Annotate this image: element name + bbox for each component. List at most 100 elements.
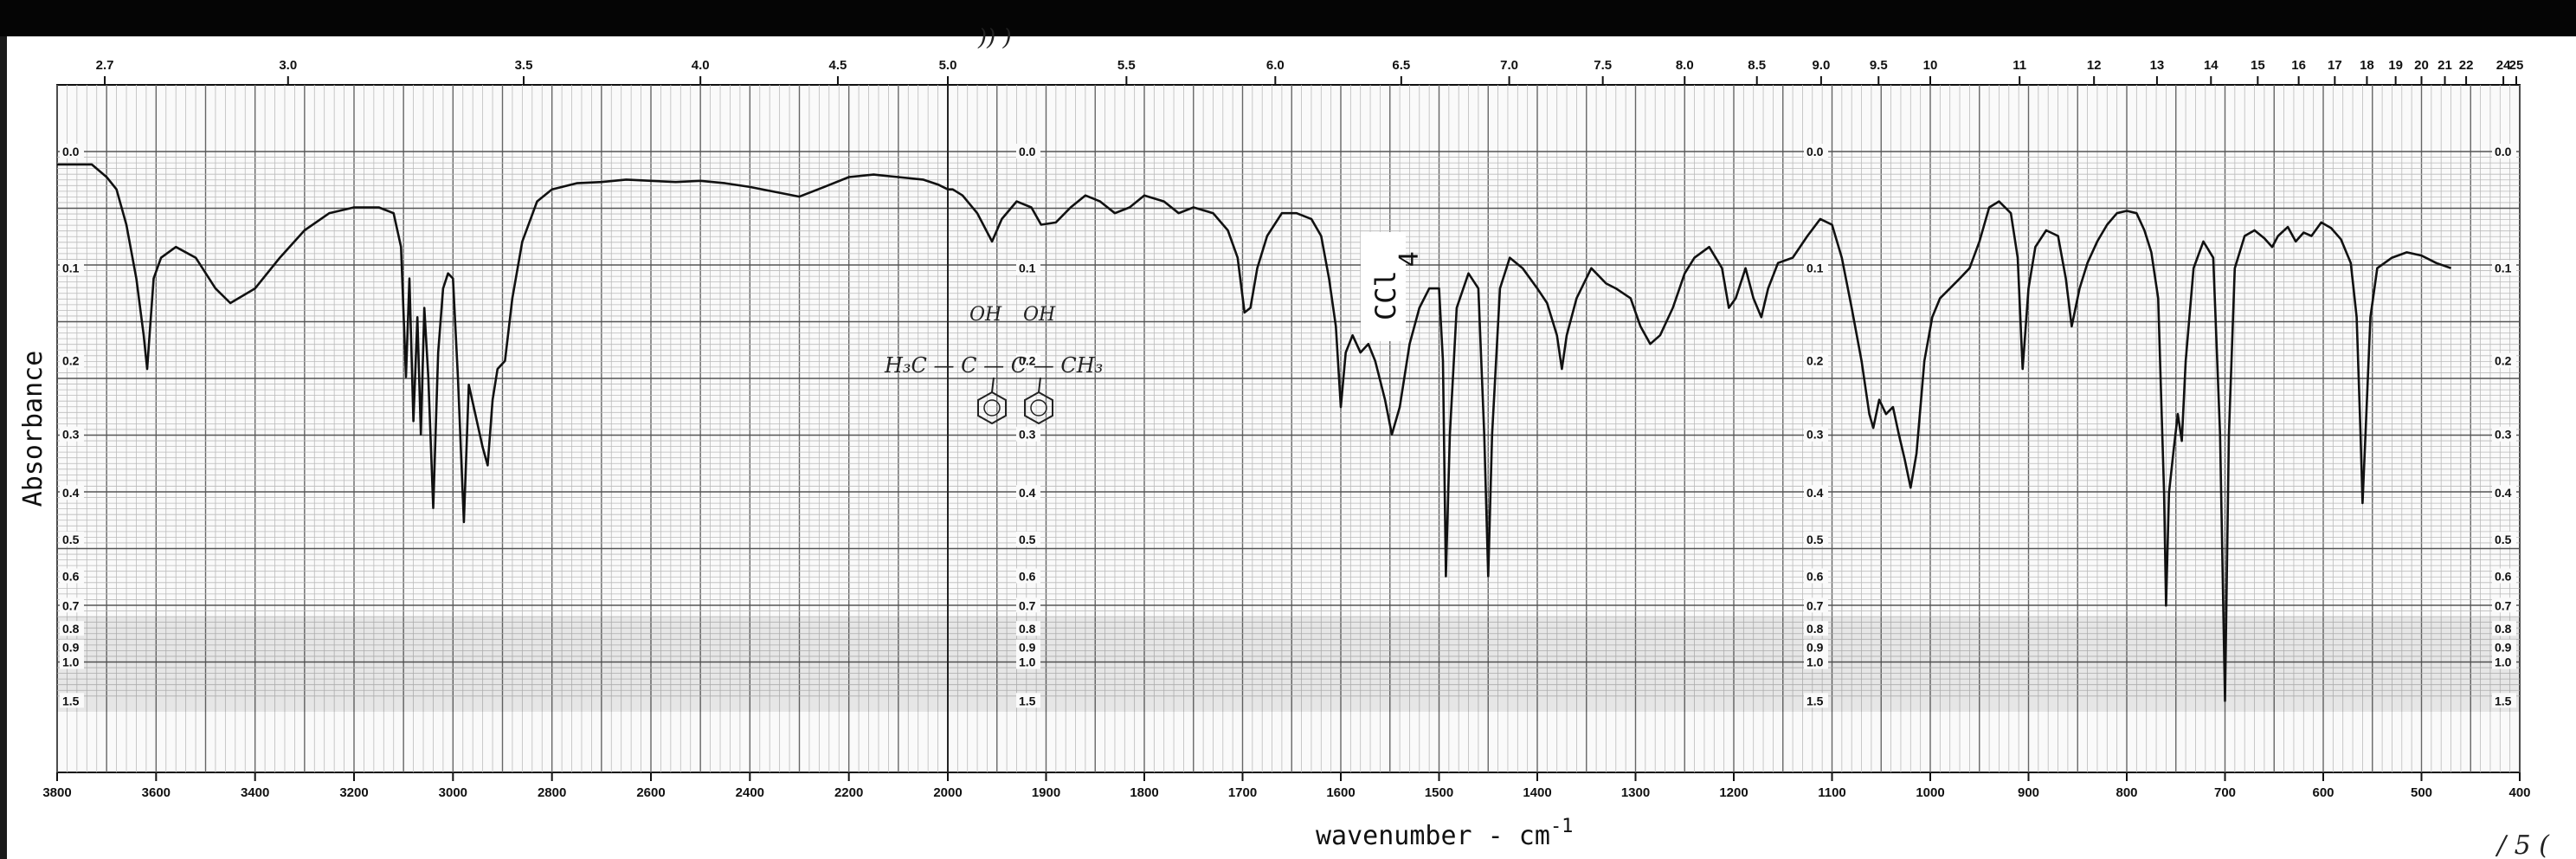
- absorbance-tick-label: 1.5: [1019, 694, 1036, 707]
- absorbance-tick-label: 0.1: [1019, 262, 1036, 275]
- micrometer-tick-label: 19: [2388, 58, 2403, 73]
- micrometer-tick-label: 9.5: [1870, 58, 1888, 73]
- left-scan-border: [0, 36, 7, 859]
- wavenumber-tick-label: 1000: [1916, 785, 1944, 800]
- corner-scrawl: / 5 (: [2495, 830, 2550, 859]
- absorbance-tick-label: 0.3: [1806, 428, 1824, 442]
- wavenumber-tick-label: 700: [2214, 785, 2236, 800]
- absorbance-tick-label: 1.5: [62, 694, 80, 707]
- absorbance-tick-label: 0.2: [2495, 354, 2512, 368]
- svg-text:H₃C — C — C — CH₃: H₃C — C — C — CH₃: [884, 353, 1103, 378]
- absorbance-tick-label: 1.5: [1806, 694, 1824, 707]
- svg-text:OH: OH: [969, 304, 1002, 326]
- absorbance-axis-mid: 0.0 0.1 0.2 0.3 0.4 0.5 0.6 0.7 0.8 0.91.0 1.5: [1016, 144, 1040, 708]
- chart-grid: [56, 85, 2521, 772]
- micrometer-tick-label: 25: [2509, 58, 2524, 73]
- absorbance-tick-label: 0.9: [2495, 641, 2512, 655]
- micrometer-tick-label: 8.0: [1676, 58, 1694, 73]
- wavenumber-tick-label: 1700: [1228, 785, 1257, 800]
- absorbance-tick-label: 0.4: [2495, 486, 2512, 500]
- handwritten-structure: OH OH H₃C — C — C — CH₃: [884, 304, 1103, 425]
- wavenumber-tick-label: 1500: [1425, 785, 1453, 800]
- micrometer-tick-label: 14: [2204, 58, 2219, 73]
- absorbance-axis-right: 0.0 0.1 0.2 0.3 0.4 0.5 0.6 0.7 0.8 0.91.0 1.5: [1804, 144, 1828, 708]
- absorbance-axis-far-right: 0.0 0.1 0.2 0.3 0.4 0.5 0.6 0.7 0.8 0.91.0 1.5: [2492, 144, 2516, 708]
- micrometer-tick-label: 24: [2496, 58, 2511, 73]
- absorbance-tick-label: 0.6: [2495, 569, 2512, 583]
- absorbance-tick-label: 0.4: [62, 486, 80, 500]
- absorbance-tick-label: 1.0: [1019, 656, 1036, 669]
- absorbance-tick-label: 0.6: [62, 569, 80, 583]
- absorbance-tick-label: 0.0: [62, 145, 80, 158]
- micrometer-tick-label: 13: [2150, 58, 2165, 73]
- micrometer-tick-label: 21: [2438, 58, 2452, 73]
- wavenumber-tick-label: 3600: [142, 785, 171, 800]
- micrometer-tick-label: 6.5: [1392, 58, 1410, 73]
- absorbance-tick-label: 0.0: [1806, 145, 1824, 158]
- micrometer-tick-label: 7.0: [1500, 58, 1518, 73]
- y-axis-title: Absorbance: [18, 351, 48, 507]
- absorbance-tick-label: 0.6: [1019, 569, 1036, 583]
- wavenumber-tick-label: 2600: [636, 785, 665, 800]
- wavenumber-tick-label: 1900: [1032, 785, 1060, 800]
- wavenumber-axis: 3800 3600 3400 3200 3000 2800 2600 2400 2200 2000…: [42, 772, 2531, 800]
- absorbance-tick-label: 1.5: [2495, 694, 2512, 707]
- absorbance-tick-label: 0.0: [1019, 145, 1036, 158]
- absorbance-tick-label: 0.3: [62, 428, 80, 442]
- absorbance-tick-label: 0.8: [1806, 622, 1824, 636]
- wavenumber-tick-label: 1200: [1719, 785, 1748, 800]
- phenyl-ring-2-aromatic: [1030, 399, 1047, 417]
- micrometer-tick-label: 8.5: [1748, 58, 1766, 73]
- micrometer-tick-label: 4.5: [829, 58, 847, 73]
- micrometer-tick-label: 7.5: [1594, 58, 1612, 73]
- micrometer-tick-label: 10: [1923, 58, 1938, 73]
- wavenumber-tick-label: 400: [2508, 785, 2530, 800]
- absorbance-axis-left: 0.0 0.1 0.2 0.3 0.4 0.5 0.6 0.7 0.8 0.91.0 1.5: [60, 144, 84, 708]
- wavenumber-tick-label: 1300: [1621, 785, 1650, 800]
- absorbance-tick-label: 1.0: [62, 656, 80, 669]
- absorbance-tick-label: 0.1: [62, 262, 80, 275]
- absorbance-tick-label: 0.3: [1019, 428, 1036, 442]
- wavenumber-tick-label: 2400: [736, 785, 764, 800]
- micrometer-axis: 2.7 3.0 3.5 4.0 4.5 5.0 5.5 6.0 6.5 7.0 7.5 8.0 8.5 9…: [96, 58, 2524, 85]
- micrometer-tick-label: 20: [2414, 58, 2429, 73]
- wavenumber-tick-label: 1600: [1326, 785, 1355, 800]
- wavenumber-tick-label: 3800: [42, 785, 71, 800]
- absorbance-tick-label: 0.9: [1019, 641, 1036, 655]
- absorbance-tick-label: 0.7: [62, 598, 80, 612]
- wavenumber-tick-label: 800: [2116, 785, 2137, 800]
- micrometer-tick-label: 3.0: [279, 58, 297, 73]
- top-scan-border: [0, 0, 2576, 36]
- absorbance-tick-label: 0.4: [1806, 486, 1824, 500]
- x-axis-title: wavenumber - cm-1: [1316, 816, 1573, 851]
- spectrum-line: [57, 163, 2452, 702]
- absorbance-tick-label: 0.2: [1806, 354, 1824, 368]
- wavenumber-tick-label: 500: [2411, 785, 2432, 800]
- absorbance-tick-label: 0.6: [1806, 569, 1824, 583]
- wavenumber-tick-label: 600: [2312, 785, 2334, 800]
- absorbance-tick-label: 1.0: [1806, 656, 1824, 669]
- wavenumber-tick-label: 2000: [933, 785, 962, 800]
- absorbance-tick-label: 0.7: [2495, 598, 2512, 612]
- micrometer-tick-label: 11: [2012, 58, 2026, 73]
- micrometer-tick-label: 16: [2291, 58, 2306, 73]
- absorbance-tick-label: 0.8: [62, 622, 80, 636]
- absorbance-tick-label: 0.3: [2495, 428, 2512, 442]
- micrometer-tick-label: 15: [2251, 58, 2265, 73]
- absorbance-tick-label: 0.2: [1019, 354, 1036, 368]
- micrometer-tick-label: 2.7: [96, 58, 114, 73]
- phenyl-ring-1-aromatic: [983, 399, 1001, 417]
- micrometer-tick-label: 5.5: [1117, 58, 1136, 73]
- svg-text:OH: OH: [1023, 304, 1056, 326]
- absorbance-tick-label: 0.1: [2495, 262, 2512, 275]
- micrometer-tick-label: 3.5: [515, 58, 533, 73]
- wavenumber-tick-label: 3000: [439, 785, 467, 800]
- absorbance-tick-label: 0.0: [2495, 145, 2512, 158]
- absorbance-tick-label: 0.5: [1019, 533, 1036, 546]
- absorbance-tick-label: 0.1: [1806, 262, 1824, 275]
- micrometer-tick-label: 12: [2087, 58, 2102, 73]
- absorbance-tick-label: 0.5: [2495, 533, 2512, 546]
- absorbance-tick-label: 0.9: [1806, 641, 1824, 655]
- wavenumber-tick-label: 1800: [1130, 785, 1158, 800]
- wavenumber-tick-label: 1100: [1818, 785, 1846, 800]
